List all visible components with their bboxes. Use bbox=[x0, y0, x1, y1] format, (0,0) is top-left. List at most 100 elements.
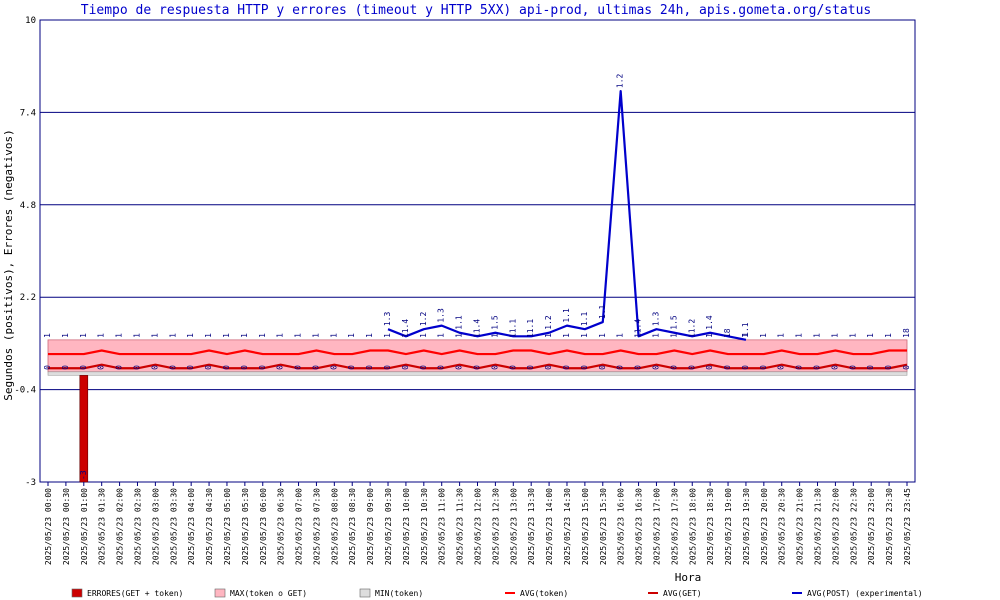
min-data-label: 0 bbox=[79, 365, 88, 370]
error-bar-label: -3 bbox=[79, 470, 88, 480]
min-data-label: 0 bbox=[204, 365, 213, 370]
max-data-label: 1 bbox=[598, 333, 607, 338]
max-data-label: 1 bbox=[580, 333, 589, 338]
x-tick-label: 2025/05/23 23:30 bbox=[885, 488, 894, 565]
post-data-label: 1.4 bbox=[705, 315, 714, 330]
min-data-label: 0 bbox=[598, 365, 607, 370]
min-data-label: 0 bbox=[329, 365, 338, 370]
max-data-label: 1 bbox=[132, 333, 141, 338]
error-bars bbox=[79, 375, 89, 483]
min-data-label: 0 bbox=[473, 365, 482, 370]
min-data-label: 0 bbox=[777, 365, 786, 370]
min-data-label: 0 bbox=[902, 365, 911, 370]
max-data-label: 1 bbox=[329, 333, 338, 338]
post-data-label: 1.2 bbox=[616, 73, 625, 88]
x-tick-label: 2025/05/23 00:30 bbox=[62, 488, 71, 565]
max-data-label: 1 bbox=[830, 333, 839, 338]
x-tick-label: 2025/05/23 19:00 bbox=[724, 488, 733, 565]
min-data-label: 0 bbox=[651, 365, 660, 370]
x-tick-label: 2025/05/23 10:00 bbox=[402, 488, 411, 565]
max-data-label: 1 bbox=[866, 333, 875, 338]
x-tick-label: 2025/05/23 20:00 bbox=[760, 488, 769, 565]
x-tick-label: 2025/05/23 01:30 bbox=[98, 488, 107, 565]
y-tick-label: -3 bbox=[25, 478, 36, 488]
max-data-label: 1 bbox=[115, 333, 124, 338]
max-data-label: 1 bbox=[61, 333, 70, 338]
x-tick-label: 2025/05/23 17:30 bbox=[670, 488, 679, 565]
max-data-label: 1 bbox=[473, 333, 482, 338]
min-data-label: 0 bbox=[687, 365, 696, 370]
max-data-label: 1 bbox=[258, 333, 267, 338]
max-data-label: 1 bbox=[759, 333, 768, 338]
min-data-label: 0 bbox=[276, 365, 285, 370]
max-data-label: 1 bbox=[222, 333, 231, 338]
min-data-label: 0 bbox=[61, 365, 70, 370]
x-tick-label: 2025/05/23 17:00 bbox=[652, 488, 661, 565]
min-data-label: 0 bbox=[830, 365, 839, 370]
x-tick-label: 2025/05/23 18:00 bbox=[688, 488, 697, 565]
min-data-label: 0 bbox=[526, 365, 535, 370]
plot-frame bbox=[39, 19, 916, 483]
legend-label: AVG(GET) bbox=[663, 589, 702, 598]
series-line bbox=[387, 89, 747, 341]
min-data-label: 0 bbox=[115, 365, 124, 370]
max-data-label: 1 bbox=[795, 333, 804, 338]
min-data-label: 0 bbox=[240, 365, 249, 370]
y-tick-label: 7.4 bbox=[20, 108, 36, 118]
chart-title: Tiempo de respuesta HTTP y errores (time… bbox=[81, 3, 872, 18]
max-data-label: 1 bbox=[687, 333, 696, 338]
x-tick-label: 2025/05/23 12:00 bbox=[474, 488, 483, 565]
x-tick-label: 2025/05/23 23:00 bbox=[867, 488, 876, 565]
min-area bbox=[47, 371, 908, 376]
post-data-label: 1.2 bbox=[687, 319, 696, 334]
x-tick-label: 2025/05/23 23:45 bbox=[903, 488, 912, 565]
min-data-label: 0 bbox=[132, 365, 141, 370]
x-tick-label: 2025/05/23 13:30 bbox=[527, 488, 536, 565]
legend-swatch bbox=[359, 588, 371, 598]
x-tick-label: 2025/05/23 12:30 bbox=[491, 488, 500, 565]
min-data-label: 0 bbox=[347, 365, 356, 370]
legend-label: ERRORES(GET + token) bbox=[87, 589, 183, 598]
post-data-label: 1.5 bbox=[669, 315, 678, 330]
post-data-label: 1.1 bbox=[741, 322, 750, 337]
min-data-label: 0 bbox=[723, 365, 732, 370]
min-data-label: 0 bbox=[419, 365, 428, 370]
min-data-label: 0 bbox=[634, 365, 643, 370]
x-tick-label: 2025/05/23 11:30 bbox=[456, 488, 465, 565]
x-tick-label: 2025/05/23 05:30 bbox=[241, 488, 250, 565]
x-tick-label: 2025/05/23 20:30 bbox=[778, 488, 787, 565]
max-data-label: 1 bbox=[43, 333, 52, 338]
x-tick-label: 2025/05/23 19:30 bbox=[742, 488, 751, 565]
min-data-label: 0 bbox=[311, 365, 320, 370]
max-data-label: 1 bbox=[311, 333, 320, 338]
x-tick-label: 2025/05/23 22:30 bbox=[849, 488, 858, 565]
max-data-label: 1 bbox=[544, 333, 553, 338]
post-data-label: 1.3 bbox=[651, 312, 660, 327]
max-data-label: 1 bbox=[616, 333, 625, 338]
max-data-label: 1 bbox=[419, 333, 428, 338]
max-data-label: 1 bbox=[383, 333, 392, 338]
min-data-label: 0 bbox=[294, 365, 303, 370]
band-areas bbox=[47, 339, 908, 376]
x-tick-label: 2025/05/23 15:00 bbox=[581, 488, 590, 565]
min-data-label: 0 bbox=[383, 365, 392, 370]
min-data-label: 0 bbox=[544, 365, 553, 370]
min-data-label: 0 bbox=[580, 365, 589, 370]
max-data-label: 1 bbox=[455, 333, 464, 338]
x-tick-label: 2025/05/23 21:30 bbox=[814, 488, 823, 565]
legend: ERRORES(GET + token) MAX(token o GET) MIN(… bbox=[71, 588, 923, 598]
max-data-label: 1 bbox=[490, 333, 499, 338]
max-data-label: 1 bbox=[741, 333, 750, 338]
x-axis-ticks: 2025/05/23 00:00 2025/05/23 00:30 2025/05/… bbox=[44, 482, 912, 565]
x-tick-label: 2025/05/23 14:00 bbox=[545, 488, 554, 565]
x-tick-label: 2025/05/23 03:00 bbox=[151, 488, 160, 565]
min-data-label: 0 bbox=[258, 365, 267, 370]
x-tick-label: 2025/05/23 18:30 bbox=[706, 488, 715, 565]
post-data-label: 1.4 bbox=[401, 319, 410, 334]
series-line bbox=[48, 363, 908, 370]
post-data-label: 1.2 bbox=[544, 315, 553, 330]
min-data-label: 0 bbox=[401, 365, 410, 370]
max-data-label: 1 bbox=[723, 333, 732, 338]
x-tick-label: 2025/05/23 06:00 bbox=[259, 488, 268, 565]
legend-label: AVG(POST) (experimental) bbox=[807, 589, 923, 598]
